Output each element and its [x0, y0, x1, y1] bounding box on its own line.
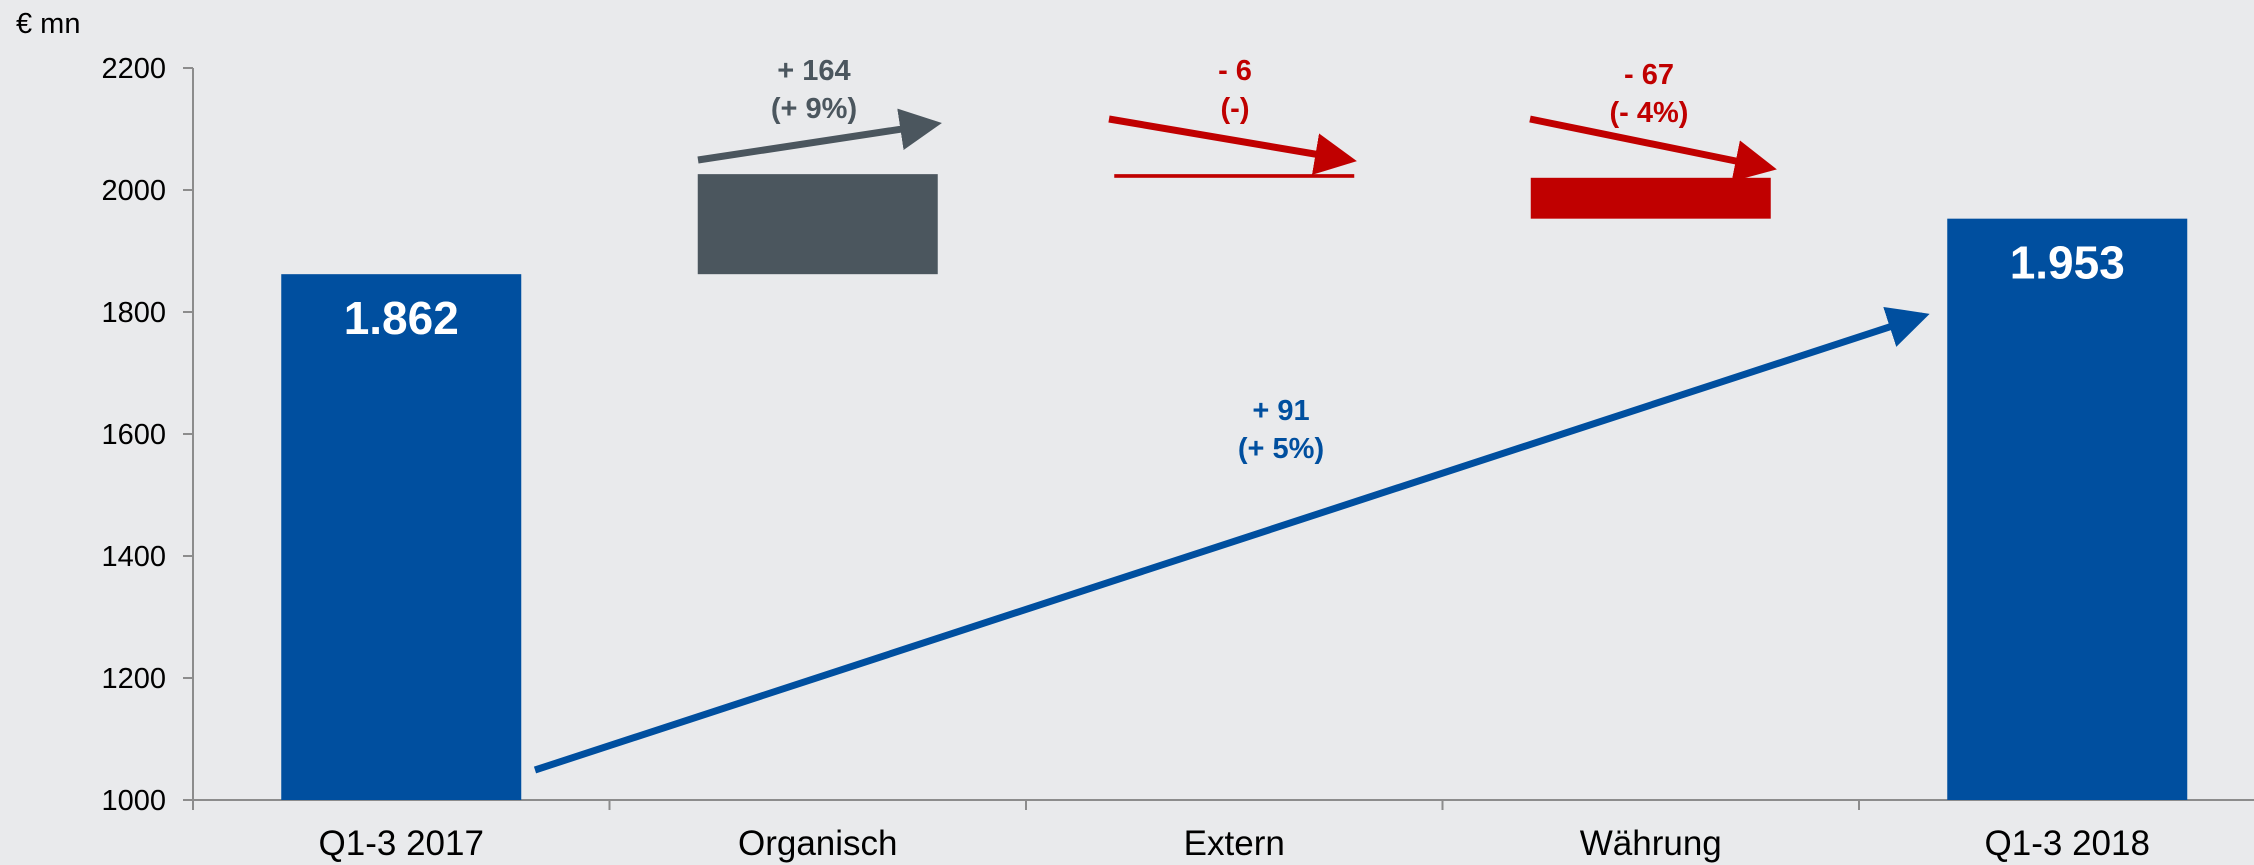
organisch-trend-arrow — [697, 108, 942, 164]
bars-group: 1.862 1.953 — [281, 174, 2188, 801]
annotation-line: (-) — [1221, 93, 1250, 125]
annotation-line: - 6 — [1218, 55, 1252, 87]
x-tick-label: Q1-3 2018 — [1985, 824, 2150, 863]
y-tick-label: 2200 — [101, 53, 166, 85]
x-tick-label: Organisch — [738, 824, 898, 863]
x-tick-label: Q1-3 2017 — [319, 824, 484, 863]
y-tick-label: 1200 — [101, 663, 166, 695]
bar-delta — [697, 174, 938, 275]
annotation-line: + 91 — [1252, 395, 1309, 427]
bar-value-label: 1.953 — [2010, 237, 2125, 289]
unit-label: € mn — [16, 8, 80, 40]
waehrung-trend-arrow — [1529, 115, 1777, 182]
trend-arrows — [533, 108, 1930, 774]
y-tick-label: 2000 — [101, 175, 166, 207]
x-tick-label: Währung — [1580, 824, 1722, 863]
y-tick-label: 1800 — [101, 297, 166, 329]
axes: 1000 1200 1400 1600 1800 2000 2200 Q1-3 2017 Org… — [101, 53, 2254, 863]
annotation-line: - 67 — [1624, 59, 1674, 91]
bar-delta — [1114, 174, 1355, 178]
annotation-line: (+ 5%) — [1238, 433, 1324, 465]
overall-trend-arrow — [533, 306, 1930, 774]
bar-delta — [1530, 177, 1771, 219]
annotation-line: (- 4%) — [1610, 97, 1689, 129]
annotation-line: + 164 — [777, 55, 850, 87]
y-tick-label: 1600 — [101, 419, 166, 451]
y-tick-label: 1400 — [101, 541, 166, 573]
bar-total — [1947, 218, 2188, 801]
extern-trend-arrow — [1108, 115, 1357, 175]
x-tick-label: Extern — [1184, 824, 1285, 863]
annotation-line: (+ 9%) — [771, 93, 857, 125]
bar-total — [281, 274, 522, 800]
bar-value-label: 1.862 — [344, 292, 459, 344]
change-annotations: + 164 (+ 9%) - 6 (-) - 67 (- 4%) + 91 (+ 5%) — [771, 55, 1689, 465]
y-tick-label: 1000 — [101, 785, 166, 817]
